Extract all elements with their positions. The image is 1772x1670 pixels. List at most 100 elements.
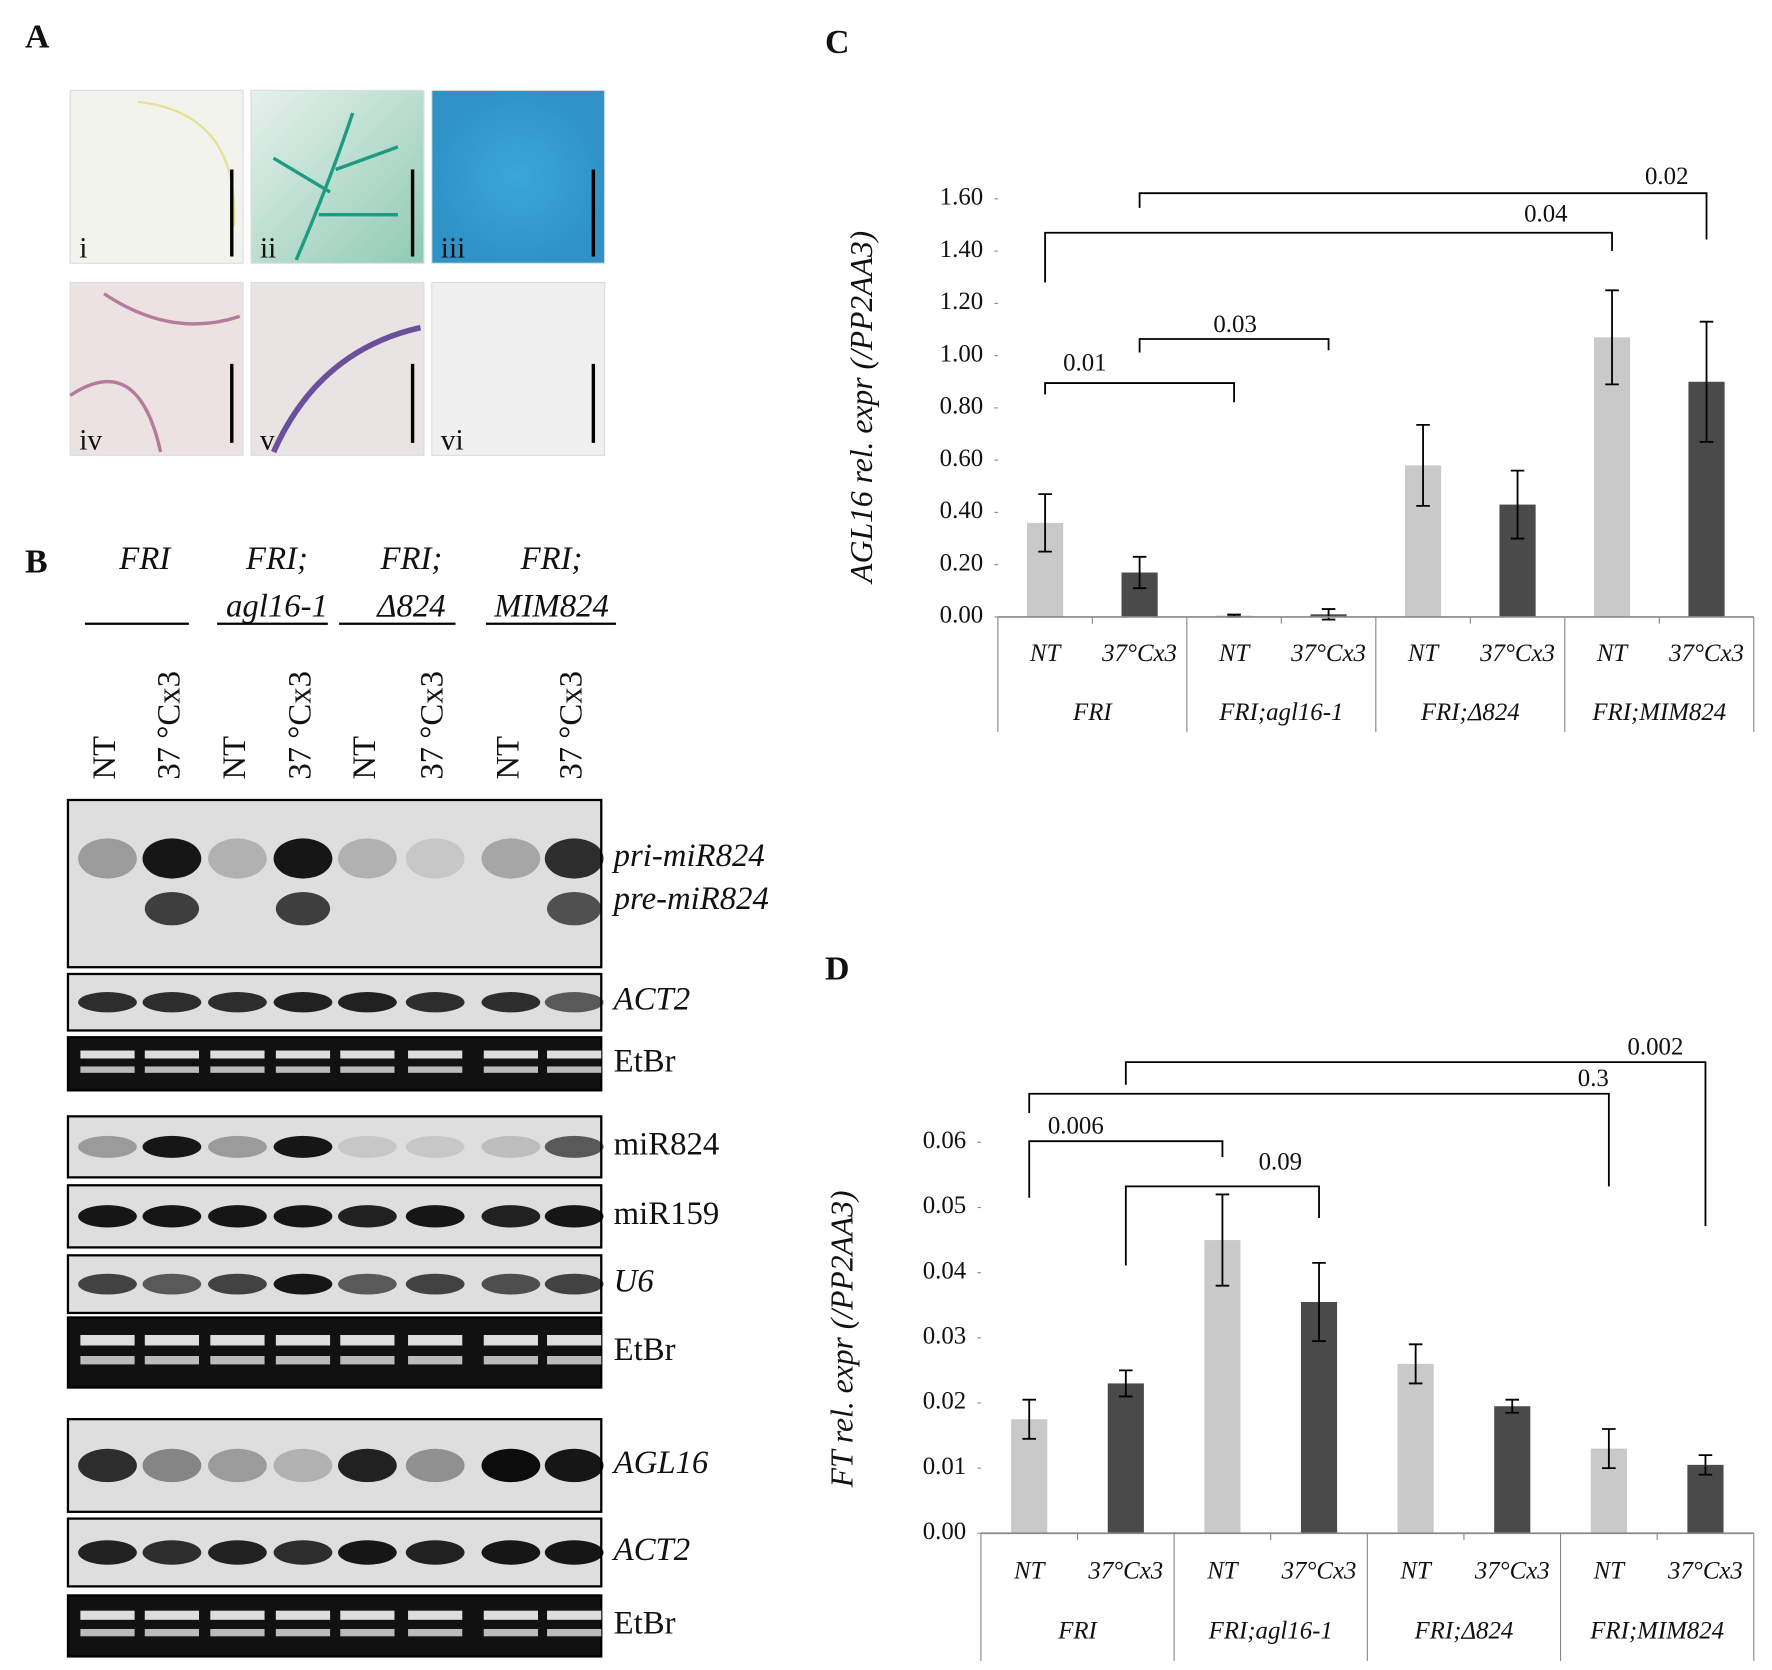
blot-band: [405, 1540, 465, 1565]
panel-label: D: [825, 950, 849, 987]
blot-band: [273, 838, 333, 879]
micrograph: [431, 281, 606, 456]
error-bar: [1038, 493, 1052, 553]
leaf-outline: [137, 100, 236, 227]
genotype-label: FRI;: [245, 541, 308, 577]
blot-band: [142, 1448, 202, 1483]
x-tick-label: 37°Cx3: [1087, 1558, 1163, 1585]
blot-band: [208, 1540, 267, 1565]
blot-label: pre-miR824: [612, 881, 769, 917]
blot-band: [405, 838, 465, 879]
gel-band: [275, 1050, 331, 1059]
blot-band: [78, 1448, 137, 1483]
blot-label: ACT2: [612, 982, 690, 1018]
blot-band: [275, 891, 331, 926]
bar: [1107, 1383, 1144, 1534]
p-value: 0.03: [1213, 311, 1256, 338]
significance-bracket: [1044, 231, 1613, 283]
y-tick-label: 0.03: [923, 1323, 966, 1350]
lane-label: NT: [347, 736, 383, 780]
gel-band: [144, 1610, 200, 1620]
gel-band: [547, 1355, 602, 1365]
gel-band: [80, 1355, 135, 1365]
blot-band: [544, 1540, 604, 1565]
y-tick-label: 1.60: [940, 184, 983, 211]
p-value: 0.01: [1063, 350, 1106, 377]
blot-band: [273, 992, 333, 1013]
gel-band: [210, 1334, 265, 1346]
group-label: FRI;MIM824: [1591, 699, 1726, 726]
x-tick-label: NT: [1407, 640, 1441, 667]
p-value: 0.3: [1578, 1065, 1609, 1092]
significance-bracket: [1124, 1185, 1320, 1266]
x-tick-label: 37°Cx3: [1290, 640, 1366, 667]
gel-band: [275, 1355, 331, 1365]
lane-label: 37 °Cx3: [282, 671, 318, 780]
blot-band: [405, 992, 465, 1013]
p-value: 0.002: [1628, 1033, 1684, 1060]
error-bar: [1602, 1428, 1616, 1470]
blot-band: [208, 1135, 267, 1158]
error-bar: [1416, 423, 1430, 507]
p-value: 0.09: [1259, 1149, 1302, 1176]
gel-band: [408, 1050, 463, 1059]
error-bar: [1510, 469, 1525, 540]
lane-label: 37 °Cx3: [554, 671, 590, 780]
group-label: FRI;agl16-1: [1208, 1617, 1333, 1644]
blot-band: [273, 1448, 333, 1483]
genotype-label: FRI;: [520, 541, 583, 577]
blot-band: [208, 1448, 267, 1483]
blot-band: [481, 1135, 541, 1158]
x-tick-label: NT: [1593, 1558, 1627, 1585]
gel-band: [275, 1066, 331, 1073]
group-label: FRI: [1057, 1617, 1098, 1644]
gel-band: [210, 1355, 265, 1365]
blot-band: [142, 1540, 202, 1565]
blot-band: [144, 891, 200, 926]
blot-label: EtBr: [614, 1043, 676, 1079]
group-label: FRI;MIM824: [1589, 1617, 1724, 1644]
y-tick-label: 1.40: [940, 236, 983, 263]
blot-band: [481, 838, 541, 879]
stain: [69, 292, 241, 453]
gel-band: [340, 1355, 395, 1365]
error-bar: [1132, 555, 1147, 590]
blot-band: [78, 1540, 137, 1565]
gel-band: [144, 1066, 200, 1073]
error-bar: [1312, 1261, 1326, 1342]
gel-image: [66, 1316, 603, 1389]
blot-label: miR824: [614, 1126, 720, 1162]
gel-band: [275, 1628, 331, 1637]
group-label: FRI;agl16-1: [1218, 699, 1343, 726]
gel-band: [210, 1050, 265, 1059]
blot-band: [337, 1205, 397, 1228]
y-tick-label: 0.00: [923, 1518, 966, 1545]
panel-label: C: [825, 24, 849, 61]
blot-band: [273, 1135, 333, 1158]
gel-band: [80, 1066, 135, 1073]
gel-band: [210, 1610, 265, 1620]
blot-band: [142, 1205, 202, 1228]
x-tick-label: 37°Cx3: [1101, 640, 1177, 667]
x-tick-label: NT: [1206, 1558, 1240, 1585]
p-value: 0.006: [1048, 1112, 1104, 1139]
gel-band: [340, 1334, 395, 1346]
x-tick-label: NT: [1596, 640, 1630, 667]
p-value: 0.02: [1645, 163, 1688, 190]
lane-label: NT: [217, 736, 253, 780]
error-bar: [1605, 289, 1619, 386]
y-axis-label: FT rel. expr (/PP2AA3): [825, 1191, 860, 1489]
micrograph: [431, 89, 606, 264]
x-tick-label: 37°Cx3: [1479, 640, 1555, 667]
x-tick-label: NT: [1029, 640, 1063, 667]
y-axis-label: AGL16 rel. expr (/PP2AA3): [844, 231, 879, 585]
blot-label: U6: [614, 1264, 655, 1300]
x-tick-label: NT: [1013, 1558, 1047, 1585]
blot-label: miR159: [614, 1196, 720, 1232]
gel-band: [340, 1066, 395, 1073]
blot-band: [405, 1135, 465, 1158]
significance-bracket: [1124, 1061, 1707, 1226]
p-value: 0.04: [1524, 201, 1568, 228]
bar: [1494, 1406, 1531, 1534]
